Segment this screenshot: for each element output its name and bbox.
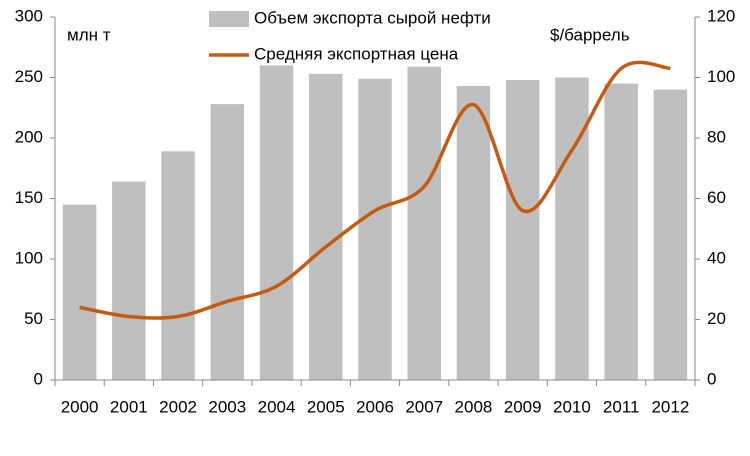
y-tick-label: 300 (15, 6, 43, 25)
x-tick-label: 2003 (208, 397, 246, 416)
x-tick-label: 2012 (651, 397, 689, 416)
y2-tick-label: 100 (707, 67, 735, 86)
y-tick-label: 150 (15, 188, 43, 207)
bar (309, 73, 343, 381)
bar (604, 83, 638, 381)
y-tick-label: 200 (15, 127, 43, 146)
x-tick-label: 2006 (356, 397, 394, 416)
legend-swatch (209, 11, 249, 27)
y-tick-label: 0 (34, 369, 43, 388)
bar (407, 66, 441, 381)
bar (358, 78, 392, 381)
bar (555, 77, 589, 380)
y2-axis-label: $/баррель (550, 25, 630, 44)
bar (112, 181, 146, 380)
x-tick-label: 2004 (258, 397, 296, 416)
x-tick-label: 2009 (504, 397, 542, 416)
y2-tick-label: 0 (707, 369, 716, 388)
bar (653, 89, 688, 380)
y2-tick-label: 40 (707, 248, 726, 267)
y-axis-label: млн т (67, 25, 111, 44)
bar (210, 104, 245, 381)
y2-tick-label: 80 (707, 127, 726, 146)
x-tick-label: 2007 (405, 397, 443, 416)
line (79, 60, 671, 320)
y-tick-label: 50 (24, 309, 43, 328)
y2-tick-label: 120 (707, 6, 735, 25)
bar (505, 79, 540, 381)
x-tick-label: 2002 (159, 397, 197, 416)
bar (456, 85, 491, 380)
legend-label: Средняя экспортная цена (254, 44, 459, 63)
x-tick-label: 2001 (110, 397, 148, 416)
y2-tick-label: 20 (707, 309, 726, 328)
bar (161, 151, 195, 380)
y-tick-label: 250 (15, 67, 43, 86)
bar (259, 65, 294, 381)
legend-label: Объем экспорта сырой нефти (254, 8, 491, 27)
bar (62, 204, 97, 380)
x-tick-label: 2011 (603, 397, 640, 416)
x-tick-label: 2005 (307, 397, 345, 416)
x-tick-label: 2010 (553, 397, 591, 416)
y-tick-label: 100 (15, 248, 43, 267)
x-tick-label: 2008 (455, 397, 493, 416)
y2-tick-label: 60 (707, 188, 726, 207)
x-tick-label: 2000 (61, 397, 99, 416)
